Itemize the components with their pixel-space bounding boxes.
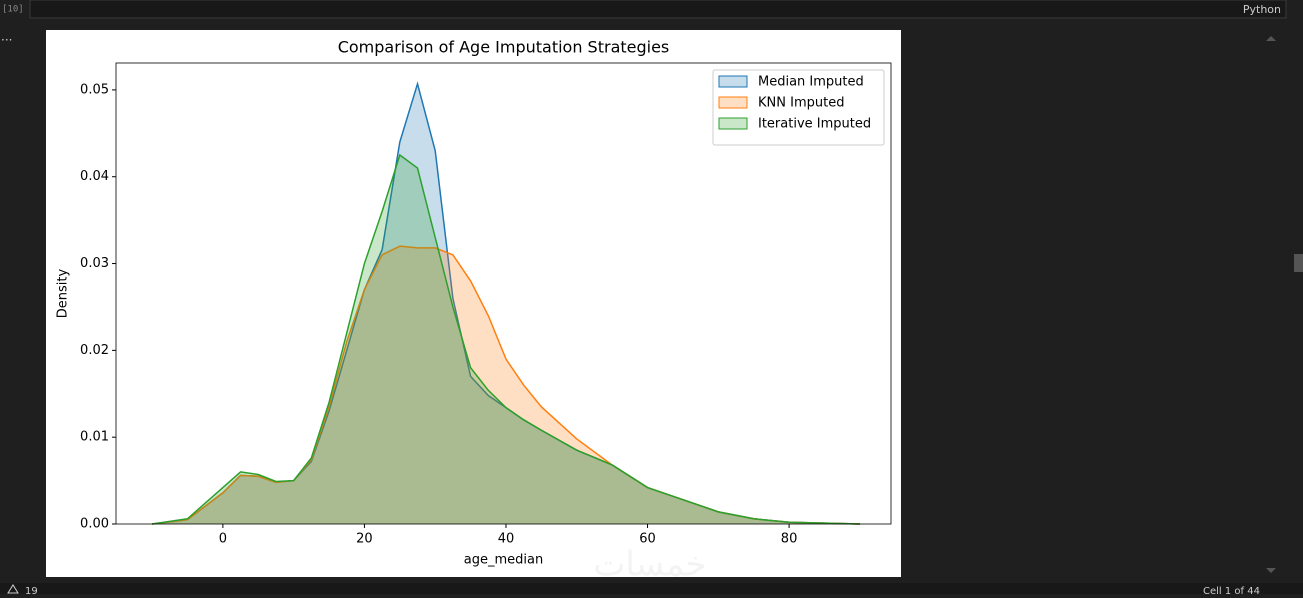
- chart-title: Comparison of Age Imputation Strategies: [338, 38, 670, 57]
- legend-label: Median Imputed: [758, 75, 864, 90]
- watermark: خمسات: [593, 545, 706, 585]
- status-bar: [0, 583, 1303, 594]
- x-tick-label: 40: [498, 532, 515, 547]
- x-tick-label: 20: [356, 532, 373, 547]
- scroll-up[interactable]: [1266, 36, 1276, 41]
- y-tick-label: 0.01: [80, 430, 109, 445]
- scrollbar-thumb[interactable]: [1294, 254, 1303, 272]
- cell-label: [10]: [2, 5, 24, 15]
- x-axis-label: age_median: [464, 553, 543, 568]
- legend-swatch: [718, 75, 748, 88]
- legend-label: KNN Imputed: [758, 96, 844, 111]
- cell-position: Cell 1 of 44: [1203, 586, 1260, 594]
- legend-box: [712, 69, 885, 146]
- cell-header: [29, 0, 1287, 19]
- legend-label: Iterative Imputed: [758, 117, 871, 132]
- x-tick-label: 60: [639, 532, 656, 547]
- y-axis-label: Density: [56, 268, 71, 318]
- plot: Comparison of Age Imputation Strategies a…: [56, 38, 892, 568]
- x-tick-label: 0: [219, 532, 227, 547]
- y-tick-label: 0.04: [80, 169, 109, 184]
- legend-swatch: [718, 96, 748, 109]
- y-tick-label: 0.05: [80, 82, 109, 97]
- density-curve: [151, 153, 860, 525]
- y-tick-label: 0.00: [80, 517, 109, 532]
- kernel-label[interactable]: Python: [1243, 3, 1281, 16]
- warning-count[interactable]: 19: [25, 586, 38, 597]
- warning-icon[interactable]: [7, 584, 19, 594]
- y-tick-label: 0.02: [80, 343, 109, 358]
- axes-frame: [115, 62, 892, 525]
- scroll-down[interactable]: [1266, 568, 1276, 573]
- y-tick-label: 0.03: [80, 256, 109, 271]
- output-menu[interactable]: ...: [1, 30, 12, 44]
- legend-swatch: [718, 117, 748, 130]
- x-tick-label: 80: [781, 532, 798, 547]
